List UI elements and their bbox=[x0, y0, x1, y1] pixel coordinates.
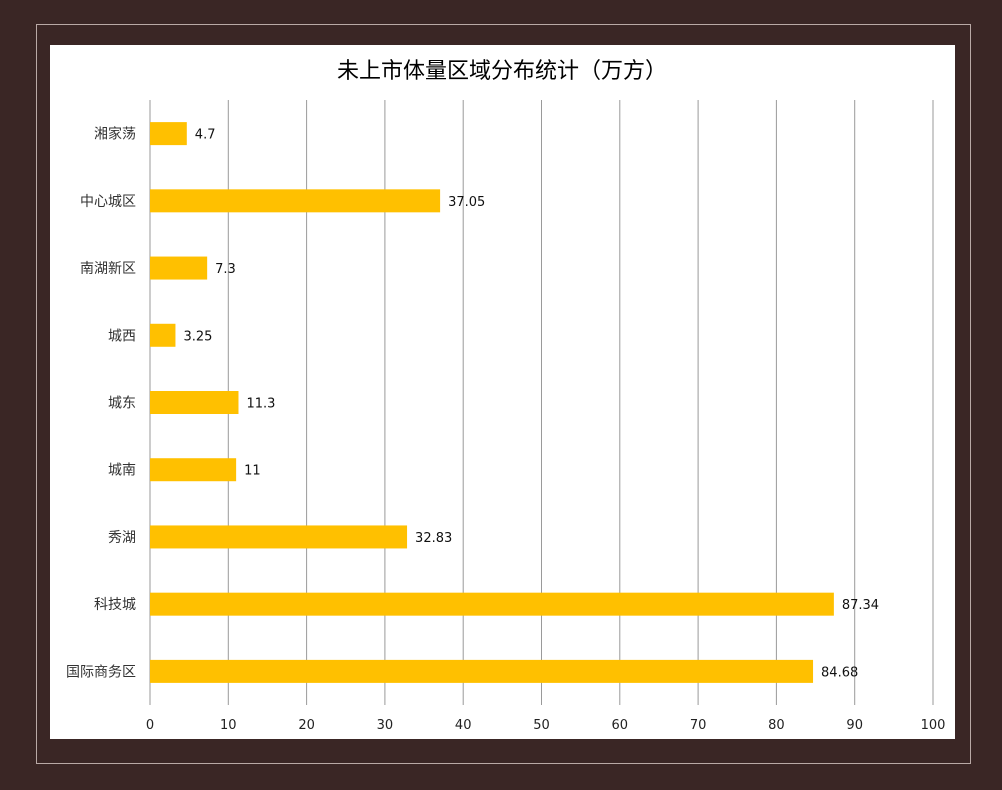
bar bbox=[150, 458, 237, 482]
category-label: 国际商务区 bbox=[66, 664, 136, 680]
bar bbox=[150, 592, 834, 616]
bar-chart: 未上市体量区域分布统计（万方） 4.7 37.05 7.3 3.25 11.3 11 32.… bbox=[66, 59, 946, 733]
data-label: 11.3 bbox=[246, 397, 275, 412]
data-label: 87.34 bbox=[842, 598, 879, 613]
x-tick-label: 100 bbox=[921, 718, 946, 733]
chart-title: 未上市体量区域分布统计（万方） bbox=[337, 59, 667, 84]
outer-frame bbox=[36, 24, 971, 764]
data-label: 32.83 bbox=[415, 531, 452, 546]
x-tick-label: 60 bbox=[612, 718, 629, 733]
category-label: 湘家荡 bbox=[94, 126, 136, 143]
bar bbox=[150, 256, 208, 280]
data-label: 84.68 bbox=[821, 665, 858, 680]
bar bbox=[150, 659, 814, 683]
x-tick-label: 50 bbox=[533, 718, 550, 733]
bar bbox=[150, 189, 441, 213]
x-tick-label: 90 bbox=[846, 718, 863, 733]
data-label: 11 bbox=[244, 464, 261, 479]
data-labels: 4.7 37.05 7.3 3.25 11.3 11 32.83 87.34 84.68 bbox=[183, 128, 879, 681]
x-tick-label: 10 bbox=[220, 718, 237, 733]
x-tick-label: 30 bbox=[377, 718, 394, 733]
x-axis-tick-labels: 0 10 20 30 40 50 60 70 80 90 100 bbox=[146, 718, 946, 733]
bar bbox=[150, 323, 176, 347]
category-label: 科技城 bbox=[94, 597, 136, 613]
chart-panel: 未上市体量区域分布统计（万方） 4.7 37.05 7.3 3.25 11.3 11 32.… bbox=[50, 45, 955, 739]
bar bbox=[150, 391, 239, 414]
category-label: 城南 bbox=[108, 463, 136, 479]
x-tick-label: 20 bbox=[298, 718, 315, 733]
data-label: 4.7 bbox=[195, 128, 216, 143]
x-tick-label: 0 bbox=[146, 718, 154, 733]
bar bbox=[150, 122, 187, 146]
data-label: 3.25 bbox=[183, 329, 212, 344]
category-label: 秀湖 bbox=[108, 530, 136, 546]
category-label: 中心城区 bbox=[80, 194, 136, 210]
data-label: 37.05 bbox=[448, 195, 485, 210]
bars bbox=[150, 122, 834, 683]
category-label: 南湖新区 bbox=[80, 261, 136, 277]
bar bbox=[150, 525, 408, 549]
category-label: 城东 bbox=[108, 396, 136, 412]
data-label: 7.3 bbox=[215, 262, 236, 277]
category-label: 城西 bbox=[108, 328, 136, 344]
x-tick-label: 70 bbox=[690, 718, 707, 733]
x-tick-label: 80 bbox=[768, 718, 785, 733]
x-tick-label: 40 bbox=[455, 718, 472, 733]
